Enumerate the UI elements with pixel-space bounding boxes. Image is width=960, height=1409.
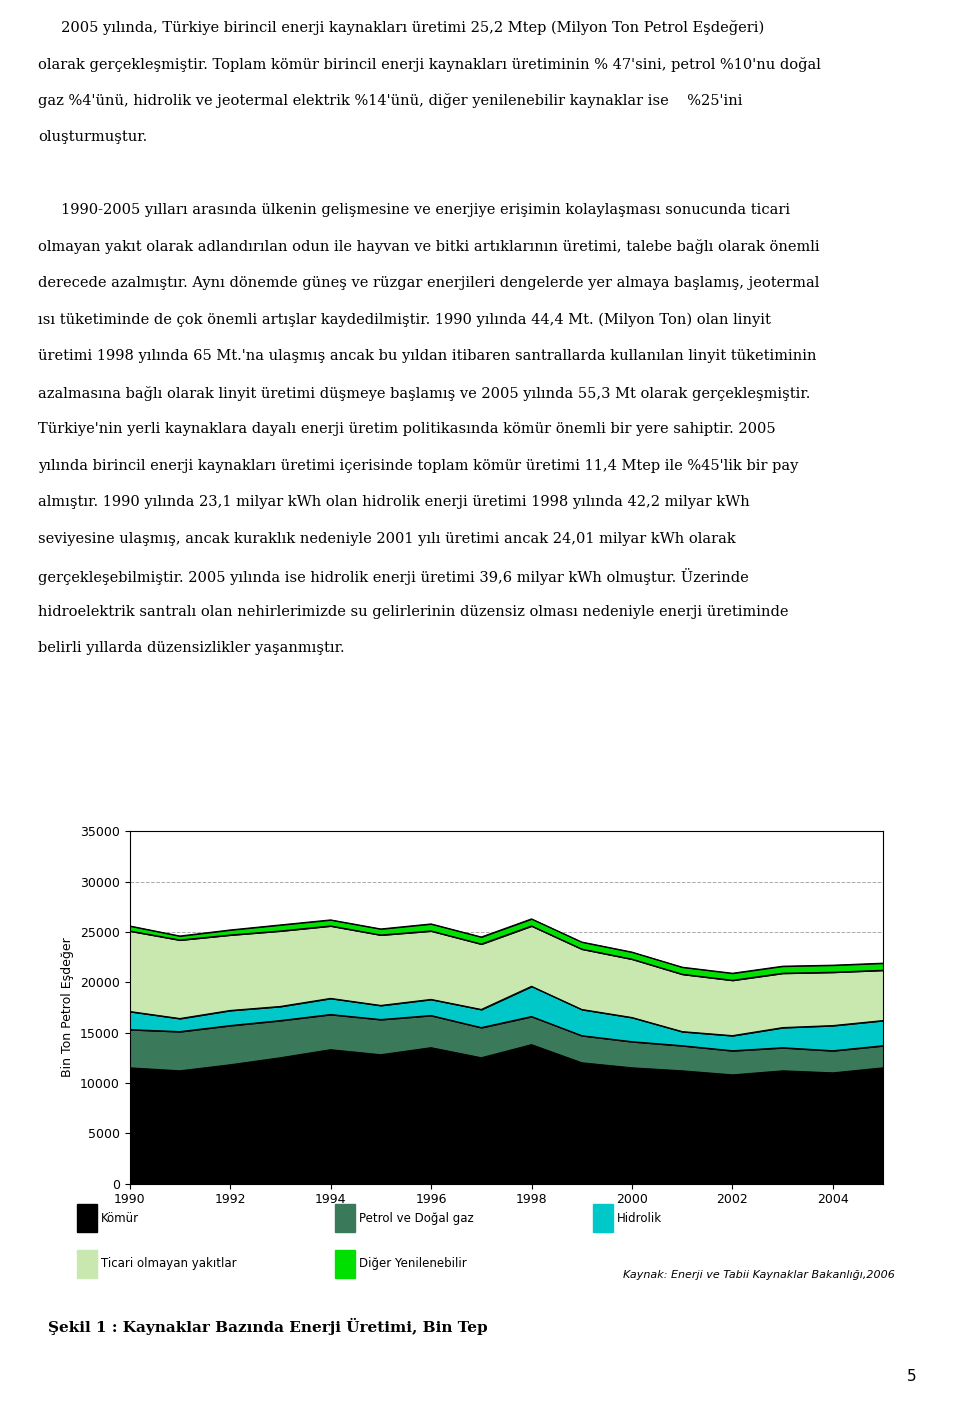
Bar [77, 1205, 97, 1231]
Text: 1990-2005 yılları arasında ülkenin gelişmesine ve enerjiye erişimin kolaylaşması: 1990-2005 yılları arasında ülkenin geliş… [38, 203, 790, 217]
Text: Kaynak: Enerji ve Tabii Kaynaklar Bakanlığı,2006: Kaynak: Enerji ve Tabii Kaynaklar Bakanl… [623, 1270, 895, 1281]
Text: Kömür: Kömür [101, 1212, 139, 1224]
Text: derecede azalmıştır. Aynı dönemde güneş ve rüzgar enerjileri dengelerde yer alma: derecede azalmıştır. Aynı dönemde güneş … [38, 276, 820, 290]
Text: hidroelektrik santralı olan nehirlerimizde su gelirlerinin düzensiz olması neden: hidroelektrik santralı olan nehirlerimiz… [38, 604, 789, 619]
Text: Ticari olmayan yakıtlar: Ticari olmayan yakıtlar [101, 1257, 236, 1271]
Text: gerçekleşebilmiştir. 2005 yılında ise hidrolik enerji üretimi 39,6 milyar kWh ol: gerçekleşebilmiştir. 2005 yılında ise hi… [38, 568, 749, 585]
Bar [77, 1250, 97, 1278]
Text: seviyesine ulaşmış, ancak kuraklık nedeniyle 2001 yılı üretimi ancak 24,01 milya: seviyesine ulaşmış, ancak kuraklık neden… [38, 531, 736, 545]
Text: üretimi 1998 yılında 65 Mt.'na ulaşmış ancak bu yıldan itibaren santrallarda kul: üretimi 1998 yılında 65 Mt.'na ulaşmış a… [38, 349, 817, 364]
Bar [593, 1205, 613, 1231]
Text: gaz %4'ünü, hidrolik ve jeotermal elektrik %14'ünü, diğer yenilenebilir kaynakla: gaz %4'ünü, hidrolik ve jeotermal elektr… [38, 93, 743, 108]
Y-axis label: Bin Ton Petrol Eşdeğer: Bin Ton Petrol Eşdeğer [61, 937, 75, 1078]
Text: Petrol ve Doğal gaz: Petrol ve Doğal gaz [359, 1212, 474, 1224]
Text: 2005 yılında, Türkiye birincil enerji kaynakları üretimi 25,2 Mtep (Milyon Ton P: 2005 yılında, Türkiye birincil enerji ka… [38, 20, 765, 35]
Text: azalmasına bağlı olarak linyit üretimi düşmeye başlamış ve 2005 yılında 55,3 Mt : azalmasına bağlı olarak linyit üretimi d… [38, 386, 811, 400]
Text: olarak gerçekleşmiştir. Toplam kömür birincil enerji kaynakları üretiminin % 47': olarak gerçekleşmiştir. Toplam kömür bir… [38, 56, 821, 72]
Text: Türkiye'nin yerli kaynaklara dayalı enerji üretim politikasında kömür önemli bir: Türkiye'nin yerli kaynaklara dayalı ener… [38, 423, 776, 435]
Text: almıştır. 1990 yılında 23,1 milyar kWh olan hidrolik enerji üretimi 1998 yılında: almıştır. 1990 yılında 23,1 milyar kWh o… [38, 495, 750, 509]
Text: belirli yıllarda düzensizlikler yaşanmıştır.: belirli yıllarda düzensizlikler yaşanmış… [38, 641, 345, 655]
Text: Diğer Yenilenebilir: Diğer Yenilenebilir [359, 1257, 467, 1271]
Text: olmayan yakıt olarak adlandırılan odun ile hayvan ve bitki artıklarının üretimi,: olmayan yakıt olarak adlandırılan odun i… [38, 240, 820, 255]
Text: ısı tüketiminde de çok önemli artışlar kaydedilmiştir. 1990 yılında 44,4 Mt. (Mi: ısı tüketiminde de çok önemli artışlar k… [38, 313, 771, 327]
Text: Hidrolik: Hidrolik [617, 1212, 662, 1224]
Text: 5: 5 [907, 1368, 917, 1384]
Text: Kaynaklar Bazında Enerji Üretimi,  1990-2005: Kaynaklar Bazında Enerji Üretimi, 1990-2… [268, 744, 692, 764]
Bar [335, 1205, 355, 1231]
Text: oluşturmuştur.: oluşturmuştur. [38, 130, 148, 144]
Text: Şekil 1 : Kaynaklar Bazında Enerji Üretimi, Bin Tep: Şekil 1 : Kaynaklar Bazında Enerji Üreti… [48, 1317, 488, 1334]
Bar [335, 1250, 355, 1278]
Text: yılında birincil enerji kaynakları üretimi içerisinde toplam kömür üretimi 11,4 : yılında birincil enerji kaynakları üreti… [38, 458, 799, 472]
